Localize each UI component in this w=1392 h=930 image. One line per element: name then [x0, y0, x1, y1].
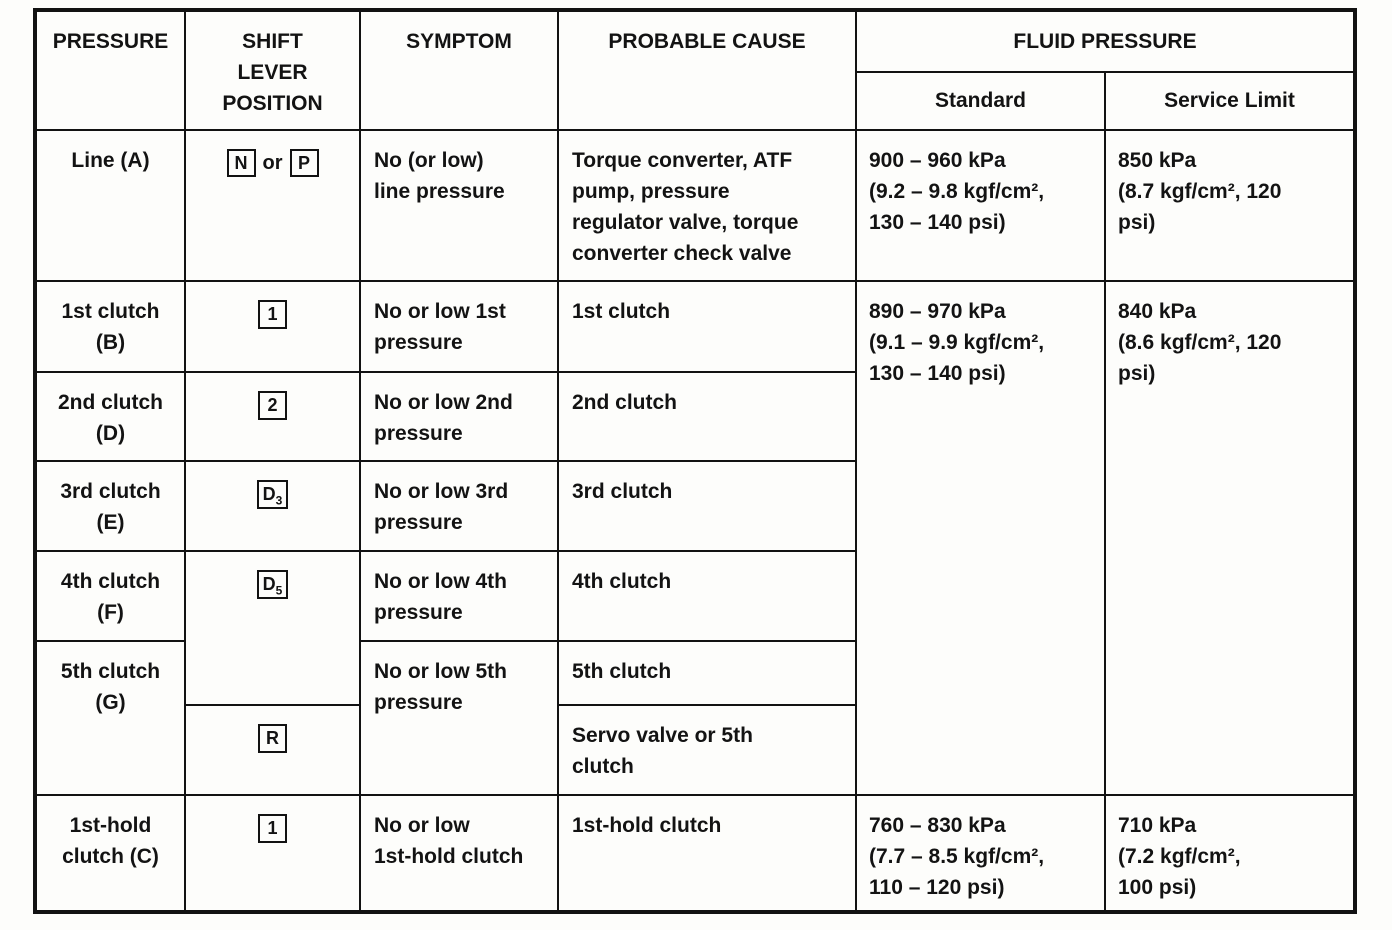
shift-box-d3-subscript: 3 [275, 493, 283, 508]
cell-reverse-cause: Servo valve or 5th clutch [557, 704, 857, 796]
cell-line-service-limit: 850 kPa (8.7 kgf/cm², 120 psi) [1104, 129, 1356, 282]
shift-box-d5: D5 [256, 570, 289, 599]
cell-fifth-clutch-cause: 5th clutch [557, 640, 857, 706]
shift-box-n: N [226, 149, 256, 178]
cell-first-hold-cause: 1st-hold clutch [557, 794, 857, 913]
shift-box-1-label: 1 [267, 304, 278, 325]
shift-box-1-hold: 1 [258, 814, 287, 843]
cell-first-hold-standard: 760 – 830 kPa (7.7 – 8.5 kgf/cm², 110 – … [855, 794, 1106, 913]
row-reverse: R Servo valve or 5th clutch [35, 704, 1355, 796]
row-fifth-clutch: 5th clutch (G) No or low 5th pressure 5t… [34, 640, 1355, 796]
cell-fourth-clutch-symptom: No or low 4th pressure [359, 550, 559, 642]
cell-fifth-clutch-pressure: 5th clutch (G) [34, 640, 186, 796]
cell-first-hold-pressure: 1st-hold clutch (C) [34, 794, 186, 913]
shift-box-2-label: 2 [267, 395, 278, 416]
shift-box-d5-subscript: 5 [275, 583, 283, 598]
cell-second-clutch-cause: 2nd clutch [557, 371, 857, 462]
shift-box-p: P [289, 149, 319, 178]
shift-box-n-label: N [234, 153, 248, 174]
header-symptom: SYMPTOM [359, 9, 559, 131]
cell-clutch-group-standard: 890 – 970 kPa (9.1 – 9.9 kgf/cm², 130 – … [855, 280, 1106, 796]
cell-clutch-group-service-limit: 840 kPa (8.6 kgf/cm², 120 psi) [1104, 280, 1356, 796]
cell-second-clutch-pressure: 2nd clutch (D) [34, 371, 186, 462]
cell-third-clutch-shift: D3 [184, 460, 361, 552]
shift-box-1: 1 [258, 300, 287, 329]
shift-box-d5-label: D [262, 574, 276, 595]
row-third-clutch: 3rd clutch (E) D3 No or low 3rd pressure… [34, 460, 1355, 552]
cell-first-clutch-symptom: No or low 1st pressure [359, 280, 559, 373]
cell-fourth-clutch-cause: 4th clutch [557, 550, 857, 642]
cell-reverse-shift: R [184, 704, 361, 796]
cell-line-standard: 900 – 960 kPa (9.2 – 9.8 kgf/cm², 130 – … [855, 129, 1106, 282]
header-service-limit: Service Limit [1104, 71, 1356, 131]
shift-separator-or: or [262, 151, 283, 174]
table-header-row-2: Standard Service Limit [35, 71, 1356, 131]
cell-fourth-clutch-pressure: 4th clutch (F) [34, 550, 186, 642]
row-second-clutch: 2nd clutch (D) 2 No or low 2nd pressure … [34, 371, 1355, 462]
shift-box-d3-label: D [262, 484, 276, 505]
shift-box-p-label: P [297, 153, 310, 174]
header-standard: Standard [855, 71, 1106, 131]
shift-box-r: R [258, 724, 287, 753]
cell-first-hold-shift: 1 [184, 794, 361, 913]
cell-first-clutch-pressure: 1st clutch (B) [34, 280, 186, 373]
header-pressure: PRESSURE [34, 9, 186, 131]
cell-third-clutch-cause: 3rd clutch [557, 460, 857, 552]
cell-second-clutch-shift: 2 [184, 371, 361, 462]
cell-third-clutch-pressure: 3rd clutch (E) [34, 460, 186, 552]
cell-line-pressure: Line (A) [34, 129, 186, 282]
shift-box-1-hold-label: 1 [267, 818, 278, 839]
cell-third-clutch-symptom: No or low 3rd pressure [359, 460, 559, 552]
cell-fifth-clutch-symptom: No or low 5th pressure [359, 640, 559, 796]
header-shift-lever-position: SHIFT LEVER POSITION [184, 9, 361, 131]
table-header-row-1: PRESSURE SHIFT LEVER POSITION SYMPTOM PR… [34, 9, 1356, 131]
cell-first-hold-symptom: No or low 1st-hold clutch [359, 794, 559, 913]
cell-first-clutch-cause: 1st clutch [557, 280, 857, 373]
header-fluid-pressure: FLUID PRESSURE [855, 9, 1356, 73]
row-fourth-clutch: 4th clutch (F) D5 No or low 4th pressure… [34, 550, 1355, 706]
shift-box-r-label: R [266, 728, 279, 749]
pressure-test-table: PRESSURE SHIFT LEVER POSITION SYMPTOM PR… [33, 8, 1357, 914]
cell-second-clutch-symptom: No or low 2nd pressure [359, 371, 559, 462]
cell-first-clutch-shift: 1 [184, 280, 361, 373]
row-first-hold-clutch: 1st-hold clutch (C) 1 No or low 1st-hold… [34, 794, 1356, 913]
cell-line-cause: Torque converter, ATF pump, pressure reg… [557, 129, 857, 282]
header-probable-cause: PROBABLE CAUSE [557, 9, 857, 131]
shift-box-d3: D3 [256, 480, 289, 509]
cell-line-symptom: No (or low) line pressure [359, 129, 559, 282]
shift-box-2: 2 [258, 391, 287, 420]
cell-fourth-clutch-shift: D5 [184, 550, 361, 706]
row-first-clutch: 1st clutch (B) 1 No or low 1st pressure … [34, 280, 1356, 796]
cell-first-hold-service-limit: 710 kPa (7.2 kgf/cm², 100 psi) [1104, 794, 1356, 913]
